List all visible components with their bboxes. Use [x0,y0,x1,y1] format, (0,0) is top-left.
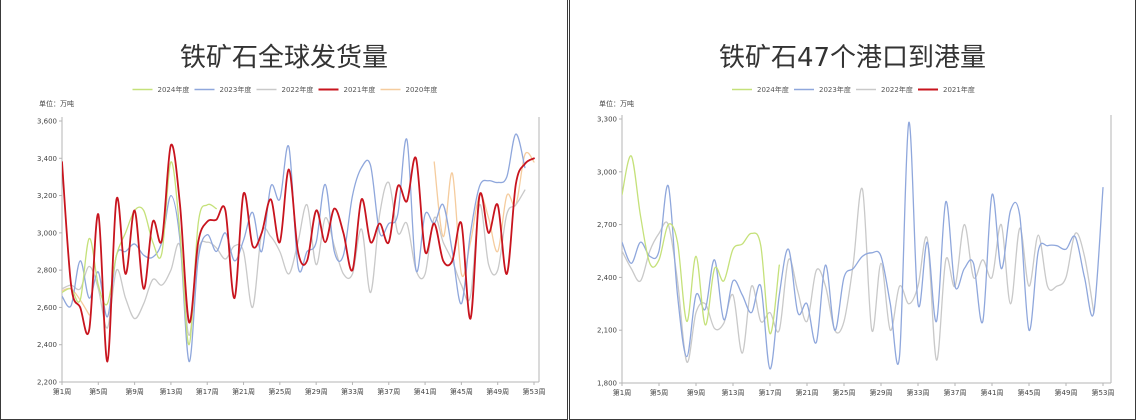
legend: 2024年度 2023年度 2022年度 2021年度 2020年度 [132,85,438,94]
y-tick-label: 3,600 [37,118,57,126]
x-tick-label: 第21周 [232,387,255,396]
chart-panel-global-shipments: 铁矿石全球发货量 单位：万吨 2,200 2,400 2,600 2,800 3,000 3… [0,0,568,420]
chart-title: 铁矿石47个港口到港量 [719,43,986,73]
y-tick-label: 3,000 [597,168,617,176]
x-tick-label: 第9周 [687,388,705,397]
legend-label: 2023年度 [819,85,851,94]
legend-label: 2024年度 [158,85,190,94]
y-tick-label: 2,400 [597,274,617,282]
y-tick-label: 3,000 [37,229,57,237]
x-tick-label: 第1周 [53,387,71,396]
legend-label: 2022年度 [881,85,913,94]
unit-label: 单位：万吨 [599,99,634,108]
chart-port-arrivals: 铁矿石47个港口到港量 单位：万吨 1,800 2,100 2,400 2,700 3,0… [597,43,1115,397]
series-line-2023 [622,121,1104,370]
x-tick-label: 第1周 [613,388,631,397]
x-tick-label: 第17周 [196,387,219,396]
x-tick-label: 第45周 [1018,388,1041,397]
y-tick-label: 3,400 [37,155,57,163]
y-tick-label: 3,200 [37,192,57,200]
x-tick-label: 第13周 [722,388,745,397]
x-tick-label: 第17周 [759,388,782,397]
axes [59,117,540,385]
unit-label: 单位：万吨 [39,99,74,108]
legend-item-2020: 2020年度 [380,85,438,94]
x-tick-label: 第13周 [159,387,182,396]
legend-item-2022: 2022年度 [256,85,314,94]
y-tick-label: 2,400 [37,341,57,349]
legend-item-2021: 2021年度 [318,85,376,94]
x-tick-label: 第29周 [870,388,893,397]
series-line-2021 [62,143,535,363]
chart-panel-port-arrivals: 铁矿石47个港口到港量 单位：万吨 1,800 2,100 2,400 2,700 3,0… [569,0,1136,420]
y-tick-label: 2,600 [37,304,57,312]
legend-item-2021: 2021年度 [918,85,975,94]
x-tick-label: 第5周 [89,387,107,396]
x-tick-label: 第53周 [1092,388,1115,397]
chart-title: 铁矿石全球发货量 [180,43,388,73]
x-tick-label: 第49周 [1055,388,1078,397]
y-tick-label: 2,100 [597,327,617,335]
plot-area [622,121,1104,370]
x-tick-label: 第29周 [305,387,328,396]
x-tick-label: 第33周 [341,387,364,396]
series-line-2022 [622,187,1095,363]
legend-item-2024: 2024年度 [132,85,190,94]
x-tick-label: 第45周 [450,387,473,396]
legend-item-2022: 2022年度 [856,85,913,94]
series-line-2024 [622,155,780,335]
legend-label: 2021年度 [344,85,376,94]
x-tick-label: 第25周 [268,387,291,396]
legend-label: 2024年度 [757,85,789,94]
legend-item-2024: 2024年度 [732,85,789,94]
legend-label: 2023年度 [220,85,252,94]
legend-item-2023: 2023年度 [194,85,252,94]
y-tick-label: 1,800 [597,380,617,388]
legend-label: 2021年度 [943,85,975,94]
legend: 2024年度 2023年度 2022年度 2021年度 [732,85,975,94]
series-line-2024 [62,161,217,346]
x-tick-label: 第41周 [414,387,437,396]
x-tick-label: 第25周 [833,388,856,397]
legend-label: 2020年度 [406,85,438,94]
x-tick-label: 第37周 [377,387,400,396]
x-tick-label: 第53周 [523,387,546,396]
x-tick-label: 第21周 [796,388,819,397]
plot-area [62,133,535,363]
x-tick-label: 第49周 [486,387,509,396]
axes [619,115,1112,386]
y-tick-label: 2,200 [37,379,57,387]
legend-item-2023: 2023年度 [794,85,851,94]
x-tick-label: 第9周 [125,387,143,396]
legend-label: 2022年度 [282,85,314,94]
chart-global-shipments: 铁矿石全球发货量 单位：万吨 2,200 2,400 2,600 2,800 3,000 3… [37,43,546,396]
x-tick-label: 第37周 [944,388,967,397]
x-tick-label: 第33周 [907,388,930,397]
y-tick-label: 2,800 [37,267,57,275]
x-tick-label: 第41周 [981,388,1004,397]
x-tick-label: 第5周 [650,388,668,397]
y-tick-label: 2,700 [597,221,617,229]
y-tick-label: 3,300 [597,116,617,124]
series-line-2022 [62,181,526,337]
